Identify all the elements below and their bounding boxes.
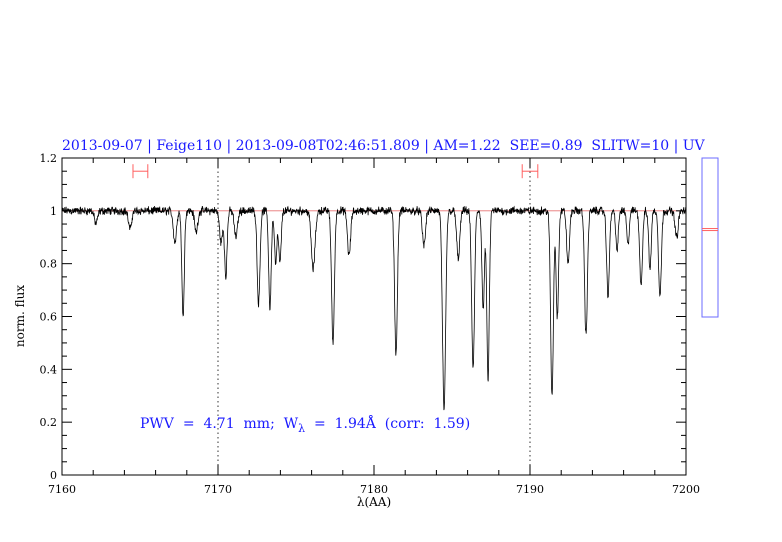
y-tick-label: 1.2 [40, 152, 58, 165]
pwv-prefix: PWV = 4.71 mm; W [140, 416, 299, 432]
axes: 7160 7170 7180 7190 7200 0 0.2 0.4 0.6 0.8 1 1.2 [40, 152, 701, 496]
x-tick-label: 7190 [516, 483, 544, 496]
x-tick-label: 7170 [204, 483, 232, 496]
pwv-suffix: = 1.94Å (corr: 1.59) [305, 414, 470, 432]
chart-title: 2013-09-07 | Feige110 | 2013-09-08T02:46… [62, 138, 706, 154]
y-tick-label: 0.4 [40, 363, 58, 376]
y-tick-label: 0.8 [40, 258, 58, 271]
y-tick-label: 0.6 [40, 311, 58, 324]
x-tick-label: 7160 [48, 483, 76, 496]
error-bar [132, 164, 149, 179]
pwv-annotation: PWV = 4.71 mm; Wλ = 1.94Å (corr: 1.59) [140, 414, 470, 435]
y-tick-label: 1 [50, 205, 57, 218]
pwv-sub: λ [298, 422, 305, 435]
spectrum-line [61, 205, 687, 411]
side-panel-frame [701, 157, 719, 318]
x-tick-label: 7200 [672, 483, 700, 496]
x-axis-label: λ(AA) [357, 495, 391, 509]
error-bar [521, 164, 539, 179]
y-axis-label: norm. flux [13, 285, 27, 347]
y-tick-label: 0 [50, 469, 57, 482]
y-tick-label: 0.2 [40, 416, 58, 429]
side-panel [701, 157, 719, 318]
x-tick-label: 7180 [360, 483, 388, 496]
